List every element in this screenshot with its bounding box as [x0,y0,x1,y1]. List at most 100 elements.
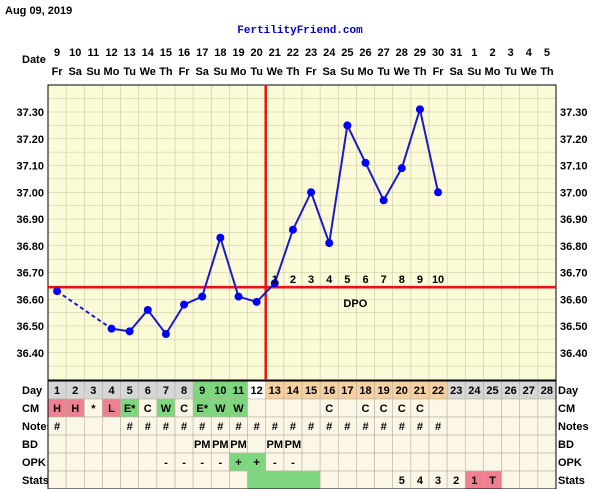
row-cell-text: 12 [251,385,263,397]
row-cell-text: C [380,403,388,415]
row-cell [301,398,321,418]
row-cell [392,434,412,454]
weekday-label: We [394,66,410,78]
temperature-point [288,225,297,234]
date-number: 29 [414,47,426,59]
row-label: Stats [22,475,49,487]
row-cell-text: 2 [453,475,459,487]
y-tick-left: 36.70 [16,268,44,280]
row-cell [428,398,448,418]
row-cell [120,470,140,489]
temperature-line-segment [146,309,167,335]
temperature-point [325,239,334,248]
date-number: 25 [341,47,353,59]
dpo-number: 1 [272,274,278,286]
row-cell-text: # [308,421,314,433]
row-cell-text: 27 [523,385,535,397]
row-cell [102,470,121,489]
row-cell [319,470,339,489]
row-cell-text: # [272,421,278,433]
row-cell [65,434,85,454]
row-cell-text: # [181,421,187,433]
row-cell-text: PM [230,439,247,451]
row-cell [537,452,557,472]
row-cell [156,470,176,489]
y-tick-left: 37.30 [16,107,44,119]
row-cell [464,434,484,454]
row-cell-text: PM [285,439,302,451]
weekday-label: Sa [68,66,82,78]
row-cell [464,416,484,436]
row-cell-text: + [253,457,259,469]
row-cell [102,434,121,454]
row-cell-text: 4 [417,475,424,487]
row-cell [446,452,466,472]
row-cell-text: 24 [468,385,481,397]
date-number: 2 [489,47,495,59]
row-cell [156,434,176,454]
row-cell-text: # [163,421,169,433]
date-number: 28 [396,47,408,59]
row-label-right: BD [558,439,574,451]
weekday-label: We [140,66,156,78]
row-cell [265,398,285,418]
weekday-label: Su [340,66,354,78]
y-tick-right: 37.20 [560,134,588,146]
dpo-number: 10 [432,274,444,286]
date-number: 24 [323,47,336,59]
y-tick-left: 37.20 [16,134,44,146]
row-cell [374,470,394,489]
row-cell [410,452,430,472]
row-cell-text: PM [194,439,211,451]
y-tick-right: 36.40 [560,348,588,360]
row-cell-text: # [417,421,423,433]
weekday-label: Su [213,66,227,78]
row-cell [138,470,158,489]
temperature-point [361,158,370,167]
row-cell [501,452,521,472]
row-cell-text: 14 [287,385,300,397]
row-cell [192,470,212,489]
row-cell-text: PM [267,439,284,451]
row-cell-text: 15 [305,385,317,397]
temperature-point [415,105,424,114]
row-cell-text: # [127,421,133,433]
temperature-line-segment [418,109,440,193]
row-cell-text: T [489,475,496,487]
row-cell [446,398,466,418]
dpo-number: 3 [308,274,314,286]
date-label: Date [22,54,46,66]
dpo-number: 2 [290,274,296,286]
row-cell [210,470,230,489]
y-tick-left: 37.00 [16,187,44,199]
row-cell [65,452,85,472]
row-cell-text: - [291,457,295,469]
temperature-point [252,297,261,306]
row-cell-text: # [235,421,241,433]
row-cell [265,470,285,489]
temperature-point [143,305,152,314]
row-cell [501,416,521,436]
row-cell-text: # [435,421,441,433]
y-tick-right: 37.10 [560,161,588,173]
temperature-line-segment [255,282,276,303]
row-cell-text: 3 [435,475,441,487]
dpo-label: DPO [343,298,367,310]
date-number: 27 [378,47,390,59]
row-cell [356,434,375,454]
row-cell [483,434,502,454]
row-cell [519,470,539,489]
date-number: 13 [124,47,136,59]
row-cell-text: # [217,421,223,433]
row-label-right: OPK [558,457,582,469]
row-cell [283,470,303,489]
temperature-point [53,287,62,296]
weekday-label: Mo [104,66,120,78]
row-cell [446,416,466,436]
temperature-line-segment [400,109,421,169]
temperature-point [307,188,316,197]
weekday-label: Fr [433,66,445,78]
temperature-line-segment [128,309,149,332]
row-cell [337,434,357,454]
